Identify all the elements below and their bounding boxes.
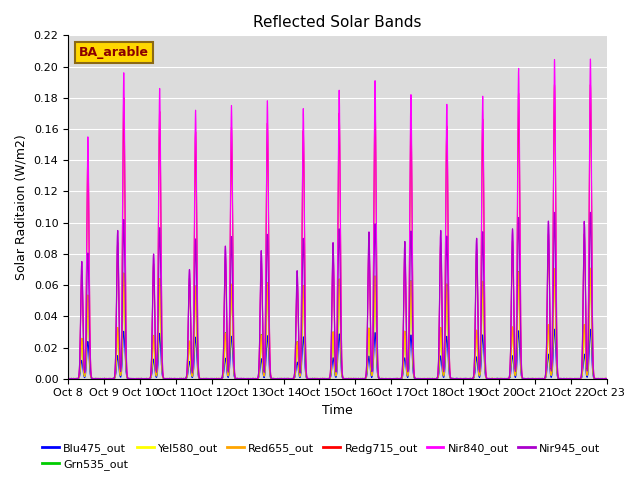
Line: Red655_out: Red655_out <box>68 269 607 379</box>
Line: Nir840_out: Nir840_out <box>68 59 607 379</box>
Yel580_out <box>161 376 169 382</box>
Title: Reflected Solar Bands: Reflected Solar Bands <box>253 15 422 30</box>
Nir945_out <box>488 376 496 382</box>
Line: Grn535_out: Grn535_out <box>68 268 607 379</box>
Blu475_out <box>602 376 610 382</box>
Nir945_out <box>550 209 558 215</box>
Grn535_out <box>602 376 610 382</box>
Red655_out <box>317 376 325 382</box>
Blu475_out <box>64 375 72 381</box>
Nir945_out <box>458 376 466 382</box>
X-axis label: Time: Time <box>322 404 353 417</box>
Redg715_out <box>489 376 497 382</box>
Redg715_out <box>161 376 169 382</box>
Grn535_out <box>586 265 594 271</box>
Nir840_out <box>603 376 611 382</box>
Nir945_out <box>603 376 611 382</box>
Red655_out <box>603 376 611 382</box>
Line: Yel580_out: Yel580_out <box>68 278 607 379</box>
Line: Redg715_out: Redg715_out <box>68 84 607 379</box>
Grn535_out <box>64 376 72 382</box>
Blu475_out <box>489 376 497 382</box>
Yel580_out <box>488 376 496 382</box>
Nir945_out <box>602 376 610 382</box>
Nir840_out <box>602 376 610 382</box>
Y-axis label: Solar Raditaion (W/m2): Solar Raditaion (W/m2) <box>15 134 28 280</box>
Nir945_out <box>64 376 72 382</box>
Redg715_out <box>428 376 436 382</box>
Red655_out <box>488 376 496 382</box>
Redg715_out <box>458 376 466 382</box>
Grn535_out <box>161 376 169 382</box>
Nir945_out <box>161 376 169 382</box>
Red655_out <box>458 376 466 382</box>
Red655_out <box>602 376 610 382</box>
Grn535_out <box>603 376 611 382</box>
Blu475_out <box>458 376 466 382</box>
Nir840_out <box>317 376 325 382</box>
Red655_out <box>64 376 72 382</box>
Grn535_out <box>317 376 325 382</box>
Nir840_out <box>161 376 169 382</box>
Blu475_out <box>161 376 169 382</box>
Redg715_out <box>64 376 72 382</box>
Redg715_out <box>317 376 325 382</box>
Nir840_out <box>586 56 594 62</box>
Redg715_out <box>602 376 610 382</box>
Yel580_out <box>428 376 436 382</box>
Blu475_out <box>603 376 611 382</box>
Yel580_out <box>64 376 72 382</box>
Yel580_out <box>602 376 610 382</box>
Nir840_out <box>64 376 72 382</box>
Yel580_out <box>458 376 466 382</box>
Legend: Blu475_out, Grn535_out, Yel580_out, Red655_out, Redg715_out, Nir840_out, Nir945_: Blu475_out, Grn535_out, Yel580_out, Red6… <box>38 438 605 474</box>
Line: Blu475_out: Blu475_out <box>68 329 607 379</box>
Blu475_out <box>551 326 559 332</box>
Blu475_out <box>428 376 436 382</box>
Yel580_out <box>603 376 611 382</box>
Blu475_out <box>317 376 325 382</box>
Line: Nir945_out: Nir945_out <box>68 212 607 379</box>
Grn535_out <box>489 376 497 382</box>
Redg715_out <box>603 376 611 382</box>
Grn535_out <box>65 376 72 382</box>
Nir840_out <box>488 375 496 381</box>
Nir945_out <box>428 376 436 382</box>
Nir840_out <box>458 376 466 382</box>
Text: BA_arable: BA_arable <box>79 46 149 59</box>
Grn535_out <box>428 376 436 382</box>
Yel580_out <box>317 376 325 382</box>
Nir840_out <box>428 376 436 382</box>
Redg715_out <box>65 376 72 382</box>
Red655_out <box>428 376 436 382</box>
Nir945_out <box>317 376 325 382</box>
Redg715_out <box>550 82 558 87</box>
Yel580_out <box>551 275 559 281</box>
Red655_out <box>161 376 169 382</box>
Grn535_out <box>458 375 466 381</box>
Blu475_out <box>65 376 72 382</box>
Red655_out <box>586 266 594 272</box>
